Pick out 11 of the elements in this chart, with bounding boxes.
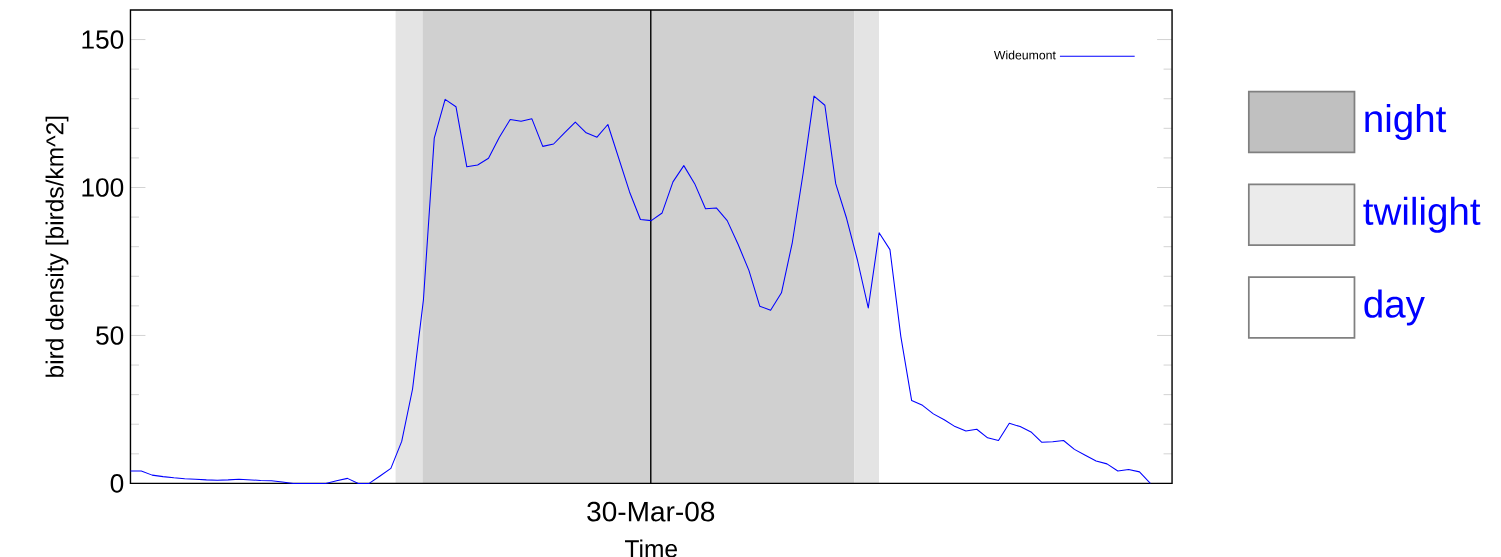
x-axis-title: Time [625,539,677,557]
y-tick-label: 150 [82,30,124,49]
y-tick-label: 100 [82,178,124,197]
text: twilight [1363,196,1481,233]
y-tick-label: 50 [96,326,124,345]
text: 30-Mar-08 [587,501,715,522]
y-axis-title: bird density [birds/km^2] [45,116,69,377]
y-tick-label: 0 [110,474,124,493]
text: Wideumont [993,50,1056,60]
text: day [1364,289,1425,326]
text: night [1365,104,1447,140]
